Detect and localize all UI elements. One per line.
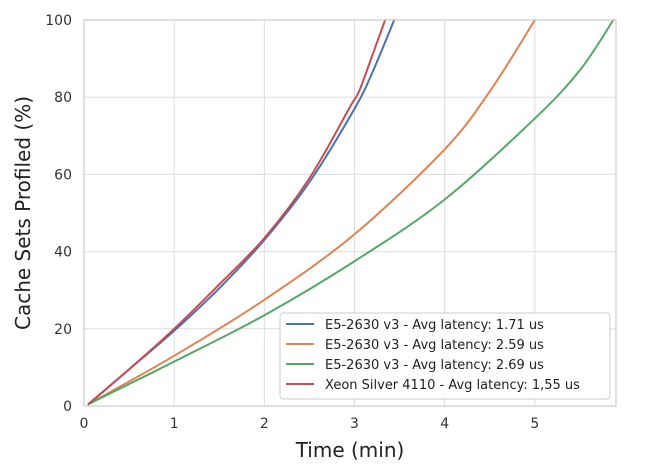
- series-line-2: [87, 19, 536, 406]
- y-tick-label-0: 0: [63, 399, 72, 415]
- series-line-4: [87, 19, 387, 406]
- y-tick-label-60: 60: [54, 167, 72, 183]
- y-tick-label-40: 40: [54, 245, 72, 261]
- series-line-3: [87, 19, 615, 406]
- y-tick-label-20: 20: [54, 322, 72, 338]
- y-tick-label-80: 80: [54, 90, 72, 106]
- y-tick-label-100: 100: [45, 13, 72, 29]
- legend-label-3: E5-2630 v3 - Avg latency: 2.69 us: [325, 358, 544, 373]
- series-lines: [87, 19, 615, 406]
- x-tick-label-3: 3: [350, 416, 359, 432]
- x-tick-label-0: 0: [80, 416, 89, 432]
- legend-box: [279, 312, 611, 400]
- y-axis-label: Cache Sets Profiled (%): [11, 96, 35, 330]
- legend: E5-2630 v3 - Avg latency: 1.71 us E5-263…: [279, 312, 611, 400]
- plot-frame: [83, 19, 617, 407]
- x-tick-label-2: 2: [260, 416, 269, 432]
- legend-label-1: E5-2630 v3 - Avg latency: 1.71 us: [325, 318, 544, 333]
- x-tick-label-1: 1: [170, 416, 179, 432]
- legend-label-4: Xeon Silver 4110 - Avg latency: 1,55 us: [325, 378, 580, 393]
- x-tick-label-5: 5: [530, 416, 539, 432]
- x-tick-label-4: 4: [440, 416, 449, 432]
- legend-label-2: E5-2630 v3 - Avg latency: 2.59 us: [325, 338, 544, 353]
- tick-labels: 0 1 2 3 4 5 0 20 40 60 80 100: [45, 13, 539, 432]
- x-axis-label: Time (min): [295, 438, 405, 462]
- grid-lines: [83, 19, 616, 407]
